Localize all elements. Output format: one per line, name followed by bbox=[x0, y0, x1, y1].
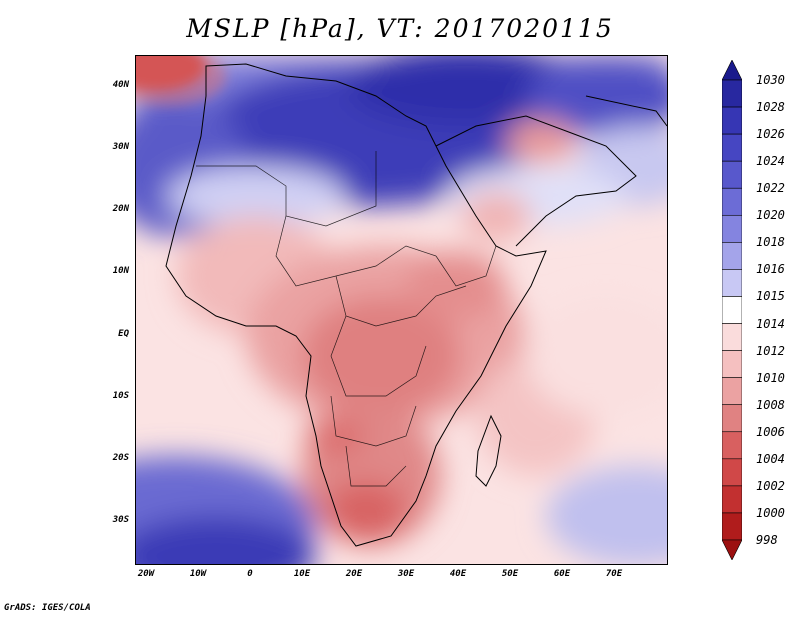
lat-label-30n: 30N bbox=[112, 142, 129, 152]
colorbar-label: 1022 bbox=[756, 181, 785, 196]
colorbar-segment bbox=[722, 431, 742, 460]
colorbar-segment bbox=[722, 485, 742, 514]
colorbar-label: 1000 bbox=[756, 505, 785, 520]
colorbar-label: 1015 bbox=[756, 289, 785, 304]
colorbar-label: 1028 bbox=[756, 100, 785, 115]
lon-label-60e: 60E bbox=[553, 569, 571, 579]
colorbar-top-triangle bbox=[722, 60, 742, 81]
map-canvas bbox=[136, 56, 667, 564]
colorbar-segment bbox=[722, 404, 742, 433]
colorbar-segment bbox=[722, 350, 742, 378]
colorbar-segment bbox=[722, 79, 742, 108]
chart-title: MSLP [hPa], VT: 2017020115 bbox=[186, 14, 614, 43]
colorbar-label: 1020 bbox=[756, 208, 785, 223]
lon-label-0: 0 bbox=[247, 569, 253, 579]
colorbar-segment bbox=[722, 214, 742, 243]
colorbar-label: 1006 bbox=[756, 424, 785, 439]
colorbar-bottom-triangle bbox=[722, 539, 742, 560]
colorbar-label: 1030 bbox=[756, 73, 785, 87]
lon-label-20e: 20E bbox=[345, 569, 363, 579]
lon-label-20w: 20W bbox=[137, 569, 155, 579]
colorbar-label: 1010 bbox=[756, 370, 785, 385]
lon-label-70e: 70E bbox=[605, 569, 623, 579]
lon-label-40e: 40E bbox=[449, 569, 467, 579]
colorbar-segment bbox=[722, 512, 742, 541]
pressure-map bbox=[135, 55, 668, 565]
lat-label-40n: 40N bbox=[112, 80, 129, 90]
lat-label-eq: EQ bbox=[118, 329, 129, 339]
colorbar-segment bbox=[722, 458, 742, 487]
colorbar-label: 998 bbox=[756, 533, 778, 547]
coastline bbox=[165, 63, 667, 547]
colorbar-label: 1014 bbox=[756, 316, 785, 331]
colorbar-label: 1012 bbox=[756, 343, 785, 358]
colorbar-segment bbox=[722, 269, 742, 297]
country-borders bbox=[196, 151, 497, 487]
colorbar-segment bbox=[722, 323, 742, 351]
lat-label-20n: 20N bbox=[112, 204, 129, 214]
lon-label-10w: 10W bbox=[189, 569, 207, 579]
lon-label-10e: 10E bbox=[293, 569, 311, 579]
lon-label-30e: 30E bbox=[397, 569, 415, 579]
colorbar-label: 1004 bbox=[756, 451, 785, 466]
lat-label-10s: 10S bbox=[112, 391, 129, 401]
lat-label-30s: 30S bbox=[112, 515, 129, 525]
lat-label-10n: 10N bbox=[112, 266, 129, 276]
colorbar-label: 1008 bbox=[756, 397, 785, 412]
colorbar-segment bbox=[722, 160, 742, 189]
colorbar-segment bbox=[722, 242, 742, 270]
colorbar-segment bbox=[722, 106, 742, 135]
colorbar-segment bbox=[722, 133, 742, 162]
colorbar-label: 1026 bbox=[756, 127, 785, 142]
colorbar bbox=[722, 60, 742, 560]
colorbar-segment bbox=[722, 377, 742, 406]
lon-label-50e: 50E bbox=[501, 569, 519, 579]
colorbar-label: 1024 bbox=[756, 154, 785, 169]
credit-text: GrADS: IGES/COLA bbox=[4, 603, 91, 613]
colorbar-label: 1016 bbox=[756, 262, 785, 277]
colorbar-segment bbox=[722, 296, 742, 324]
lat-label-20s: 20S bbox=[112, 453, 129, 463]
colorbar-label: 1018 bbox=[756, 235, 785, 250]
colorbar-segment bbox=[722, 187, 742, 216]
colorbar-label: 1002 bbox=[756, 478, 785, 493]
